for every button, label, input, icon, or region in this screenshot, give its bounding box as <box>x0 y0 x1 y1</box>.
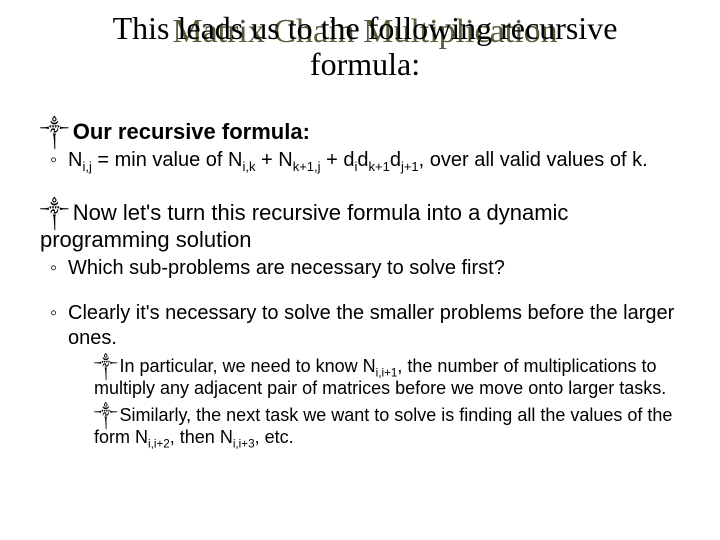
f4: + d <box>321 149 355 171</box>
bullet-icon: ༒ <box>40 200 69 225</box>
content-area: ༒Our recursive formula: Ni,j = min value… <box>40 118 680 453</box>
s3b1s: i,i+2 <box>148 438 170 451</box>
bullet-recursive-formula: ༒Our recursive formula: <box>40 118 680 146</box>
sub2a-text: Which sub-problems are necessary to solv… <box>68 257 505 279</box>
s3b2s: i,i+3 <box>233 438 255 451</box>
sub-bullet-formula: Ni,j = min value of Ni,k + Nk+1,j + didk… <box>68 148 680 173</box>
f6: d <box>390 149 401 171</box>
title-line2: formula: <box>310 46 420 82</box>
spacer-2 <box>40 285 680 301</box>
s3b2: , then N <box>170 427 233 447</box>
spacer-1 <box>40 177 680 199</box>
f7: , over all valid values of k. <box>419 149 648 171</box>
f5: d <box>357 149 368 171</box>
f1s: i,j <box>82 159 91 174</box>
bullet1-text: Our recursive formula: <box>73 119 310 144</box>
s3a1: In particular, we need to know N <box>119 356 375 376</box>
f6s: j+1 <box>401 159 419 174</box>
f2: = min value of N <box>92 149 243 171</box>
f3: + N <box>255 149 292 171</box>
bullet2-text: Now let's turn this recursive formula in… <box>40 200 568 253</box>
bullet-dp-solution: ༒Now let's turn this recursive formula i… <box>40 199 680 254</box>
slide-container: Matrix Chain Multiplication This leads u… <box>0 0 720 540</box>
sub-bullet-question: Which sub-problems are necessary to solv… <box>68 256 680 281</box>
s3b3: , etc. <box>255 427 294 447</box>
title-line1: This leads us to the following recursive <box>113 10 618 46</box>
f1: N <box>68 149 82 171</box>
sub2-bullet-adjacent: ༒In particular, we need to know Ni,i+1, … <box>94 355 680 400</box>
sub2b-text: Clearly it's necessary to solve the smal… <box>68 302 674 349</box>
f3s: k+1,j <box>293 159 321 174</box>
f5s: k+1 <box>368 159 389 174</box>
sub-bullet-smaller-first: Clearly it's necessary to solve the smal… <box>68 301 680 351</box>
f2s: i,k <box>242 159 255 174</box>
title-overlay-text: This leads us to the following recursive… <box>40 10 690 82</box>
bullet-icon: ༒ <box>94 405 117 425</box>
bullet-icon: ༒ <box>94 356 117 376</box>
bullet-icon: ༒ <box>40 119 69 144</box>
sub2-bullet-next-task: ༒Similarly, the next task we want to sol… <box>94 404 680 449</box>
